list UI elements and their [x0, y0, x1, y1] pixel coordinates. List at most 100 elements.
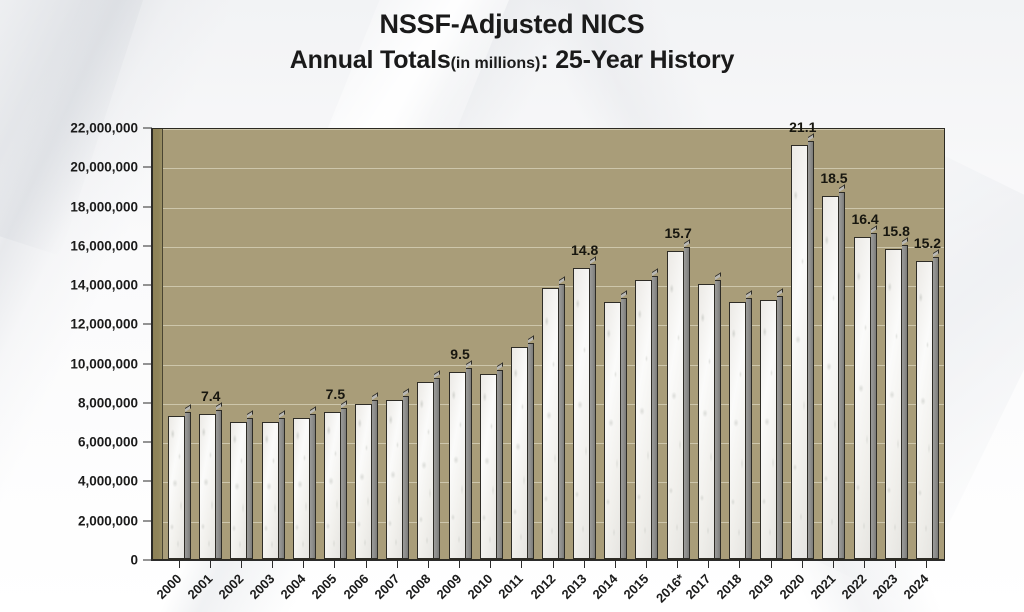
x-axis-tick-label: 2000 — [153, 571, 185, 603]
chart-bar[interactable] — [791, 132, 815, 559]
gridline — [153, 207, 944, 209]
chart-bar[interactable] — [884, 237, 908, 559]
x-axis-tick-mark — [240, 560, 242, 568]
y-axis-tick-mark — [143, 363, 152, 365]
bar-top-face — [714, 272, 721, 281]
chart-bar[interactable] — [915, 248, 939, 559]
bar-side-face — [496, 370, 503, 559]
x-axis-tick-mark — [521, 560, 523, 568]
bar-top-face — [652, 268, 659, 277]
chart-bar[interactable] — [386, 388, 410, 559]
x-axis-tick-label: 2021 — [807, 571, 839, 603]
bar-side-face — [527, 342, 534, 559]
chart-bar[interactable] — [355, 392, 379, 559]
bar-side-face — [777, 295, 784, 559]
x-axis-tick-label: 2001 — [184, 571, 216, 603]
chart-bar[interactable] — [635, 268, 659, 559]
chart-bar[interactable] — [417, 370, 441, 559]
bar-front-face — [604, 301, 622, 559]
x-axis-tick-mark — [708, 560, 710, 568]
x-axis-spine — [152, 560, 945, 561]
chart-bar[interactable] — [230, 409, 254, 559]
bar-top-face — [777, 288, 784, 296]
x-axis-tick-mark — [552, 560, 554, 568]
x-axis-tick-label: 2006 — [340, 571, 372, 603]
chart-bar[interactable] — [199, 401, 223, 559]
chart-bar[interactable] — [479, 362, 503, 559]
bar-front-face — [479, 374, 497, 559]
chart-bar[interactable] — [448, 360, 472, 559]
x-axis-tick-mark — [178, 560, 180, 568]
chart-bar[interactable] — [604, 290, 628, 559]
plot-area: 7.4 7.5 9.5 14.8 15.7 21.1 18.5 16.4 15.8 15.2 — [152, 119, 945, 560]
bar-value-label: 15.7 — [664, 224, 692, 241]
x-axis-tick-label: 2023 — [869, 571, 901, 603]
chart-bar[interactable] — [728, 290, 752, 559]
x-axis-tick-label: 2013 — [558, 571, 590, 603]
chart-bar[interactable] — [573, 256, 597, 559]
bar-side-face — [309, 413, 316, 559]
y-axis-tick-label: 0 — [130, 552, 138, 568]
y-axis-tick-mark — [143, 480, 152, 482]
x-axis-tick-label: 2010 — [464, 571, 496, 603]
x-axis-tick-mark — [926, 560, 928, 568]
x-axis-tick-label: 2003 — [246, 571, 278, 603]
chart-bar[interactable] — [853, 225, 877, 559]
bar-side-face — [403, 395, 410, 559]
x-axis-tick-mark — [427, 560, 429, 568]
bar-front-face — [915, 260, 933, 559]
bar-side-face — [278, 417, 285, 559]
x-axis-tick-mark — [209, 560, 211, 568]
bar-side-face — [808, 140, 815, 559]
y-axis-tick-label: 18,000,000 — [70, 199, 138, 215]
x-axis-tick-label: 2005 — [308, 571, 340, 603]
chart-subtitle: Annual Totals(in millions): 25-Year Hist… — [0, 45, 1024, 75]
bar-front-face — [199, 413, 217, 559]
bar-side-face — [683, 246, 690, 559]
bar-value-label: 9.5 — [450, 346, 470, 363]
page-title: NSSF-Adjusted NICS — [379, 9, 645, 39]
x-axis-tick-mark — [739, 560, 741, 568]
chart-bar[interactable] — [542, 276, 565, 559]
y-axis-tick-label: 2,000,000 — [77, 513, 138, 529]
chart-bar[interactable] — [510, 335, 534, 559]
y-axis-tick-mark — [143, 559, 152, 561]
y-axis-tick-label: 10,000,000 — [70, 356, 138, 372]
y-axis-tick-label: 22,000,000 — [70, 120, 138, 136]
x-axis-tick-label: 2016* — [653, 571, 688, 606]
bar-front-face — [386, 399, 404, 559]
bar-front-face — [355, 403, 373, 559]
bar-front-face — [728, 301, 746, 559]
y-axis-tick-mark — [143, 520, 152, 522]
bar-front-face — [323, 411, 341, 559]
chart-bar[interactable] — [666, 238, 690, 559]
chart-bar[interactable] — [261, 409, 285, 559]
x-axis-tick-mark — [459, 560, 461, 568]
bar-top-face — [621, 290, 628, 298]
bar-front-face — [168, 415, 186, 559]
chart-bar[interactable] — [697, 272, 721, 559]
bar-top-face — [278, 409, 285, 418]
bar-side-face — [870, 232, 877, 559]
bar-front-face — [230, 421, 248, 559]
plot-left-wall — [153, 129, 163, 559]
x-axis-tick-label: 2002 — [215, 571, 247, 603]
y-axis: 0 2,000,000 4,000,000 6,000,000 8,000,000 10,… — [0, 121, 152, 568]
chart-bar[interactable] — [760, 288, 784, 559]
bar-side-face — [901, 244, 908, 559]
chart-bar[interactable] — [323, 399, 347, 559]
chart-bar[interactable] — [168, 403, 192, 559]
bar-value-label: 18.5 — [820, 169, 848, 186]
x-axis-tick-mark — [365, 560, 367, 568]
x-axis-tick-label: 2022 — [838, 571, 870, 603]
bar-side-face — [185, 411, 192, 559]
chart-bar[interactable] — [292, 405, 316, 559]
bar-front-face — [510, 346, 528, 559]
chart-bar[interactable] — [822, 183, 846, 559]
bar-side-face — [216, 409, 223, 559]
x-axis-tick-mark — [334, 560, 336, 568]
x-axis-tick-mark — [895, 560, 897, 568]
x-axis-tick-mark — [801, 560, 803, 568]
x-axis-tick-label: 2014 — [589, 571, 621, 603]
x-axis-tick-mark — [677, 560, 679, 568]
